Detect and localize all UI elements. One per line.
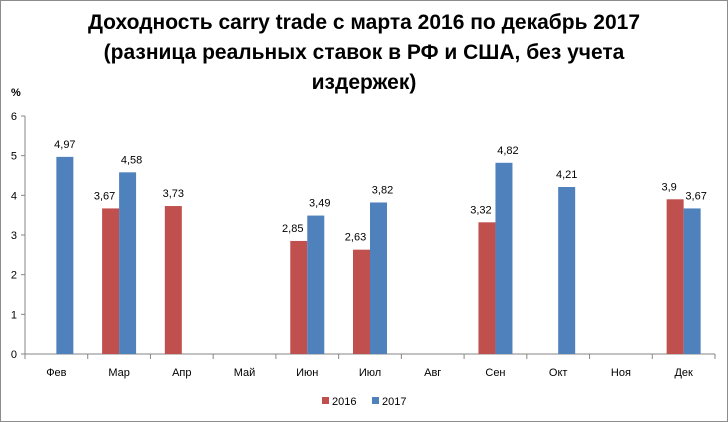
chart-title: Доходность carry trade с марта 2016 по д… xyxy=(0,8,728,98)
y-tick-label: 2 xyxy=(11,270,17,282)
legend-swatch-2017 xyxy=(372,397,379,404)
data-label: 3,67 xyxy=(94,190,115,202)
x-tick-label: Мар xyxy=(108,367,130,379)
y-tick-label: 5 xyxy=(11,151,17,163)
bar-2016 xyxy=(478,222,496,354)
bar-2016 xyxy=(102,208,120,354)
x-tick-label: Дек xyxy=(674,367,693,379)
bar-2016 xyxy=(164,206,182,354)
bar-2016 xyxy=(666,199,684,354)
data-label: 3,32 xyxy=(470,204,491,216)
x-tick-label: Авг xyxy=(424,367,441,379)
legend-label-2016: 2016 xyxy=(332,396,356,408)
x-tick-label: Апр xyxy=(172,367,191,379)
y-axis-label: % xyxy=(11,87,21,99)
data-label: 2,85 xyxy=(282,223,303,235)
bar-2017 xyxy=(56,156,74,354)
legend-label-2017: 2017 xyxy=(382,396,406,408)
bar-2017 xyxy=(370,202,387,354)
x-tick-label: Фев xyxy=(46,367,66,379)
bar-2017 xyxy=(495,162,513,354)
x-tick-label: Ноя xyxy=(611,367,631,379)
x-tick-label: Июл xyxy=(359,367,381,379)
x-tick-label: Сен xyxy=(485,367,505,379)
y-tick-label: 0 xyxy=(11,349,17,361)
legend-swatch-2016 xyxy=(322,397,329,404)
data-label: 4,82 xyxy=(497,145,518,157)
data-label: 4,97 xyxy=(54,139,75,151)
x-tick-label: Окт xyxy=(549,367,568,379)
chart-title-line-1: Доходность carry trade с марта 2016 по д… xyxy=(87,11,641,34)
data-label: 4,58 xyxy=(121,154,142,166)
bar-2016 xyxy=(353,249,370,354)
y-tick-label: 3 xyxy=(11,230,17,242)
data-label: 3,49 xyxy=(309,198,330,210)
data-label: 4,21 xyxy=(556,169,577,181)
data-label: 3,82 xyxy=(372,184,393,196)
y-tick-label: 4 xyxy=(11,190,17,202)
bar-2016 xyxy=(290,240,308,354)
data-label: 3,73 xyxy=(163,188,184,200)
bar-2017 xyxy=(119,172,137,354)
y-tick-label: 6 xyxy=(11,111,17,123)
data-label: 2,63 xyxy=(345,232,366,244)
x-tick-label: Май xyxy=(234,367,256,379)
data-label: 3,67 xyxy=(685,190,706,202)
x-tick-label: Июн xyxy=(296,367,318,379)
bar-2017 xyxy=(683,208,701,354)
chart-title-line-2: (разница реальных ставок в РФ и США, без… xyxy=(103,41,625,64)
chart-title-line-3: издержек) xyxy=(311,71,417,94)
bar-2017 xyxy=(307,215,325,354)
bar-2017 xyxy=(558,187,576,354)
y-tick-label: 1 xyxy=(11,309,17,321)
data-label: 3,9 xyxy=(661,181,676,193)
